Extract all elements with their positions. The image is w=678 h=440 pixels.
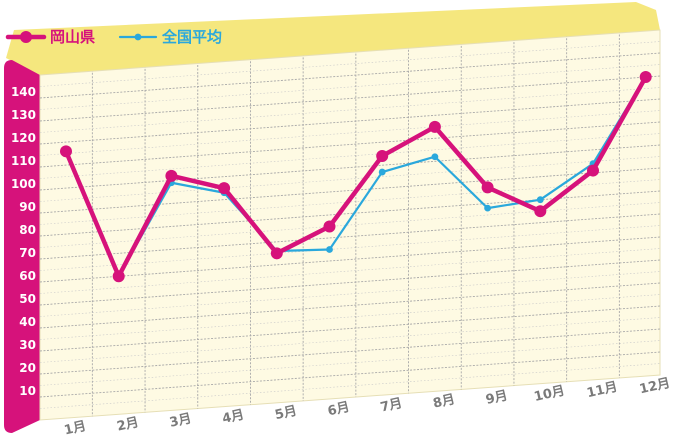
chart-top-band (6, 2, 660, 75)
series-layer (60, 71, 652, 283)
y-tick-label: 20 (19, 361, 36, 375)
x-tick-label: 12月 (638, 376, 672, 398)
x-tick-label: 8月 (432, 392, 457, 412)
x-tick-label: 11月 (585, 380, 619, 402)
y-tick-label: 40 (19, 315, 36, 329)
grid-line-h (40, 87, 660, 133)
data-point-0 (639, 71, 652, 84)
y-tick-label: 60 (19, 269, 36, 283)
grid-line-h (40, 363, 660, 409)
data-point-0 (534, 205, 547, 218)
data-point-0 (376, 149, 389, 162)
grid-line-h (40, 64, 660, 110)
y-tick-label: 30 (19, 338, 36, 352)
data-point-1 (431, 153, 439, 161)
data-point-0 (112, 270, 125, 283)
grid-line-h (40, 351, 660, 398)
grid-line-h (40, 41, 660, 87)
y-axis-band (4, 60, 40, 433)
grid-lines (40, 30, 660, 420)
grid-line-h (40, 75, 660, 122)
data-point-0 (428, 120, 441, 133)
grid-line-h (40, 271, 660, 317)
grid-line-h (40, 248, 660, 294)
grid-line-h (40, 225, 660, 271)
x-axis-ticks: 1月 2月 3月 4月 5月 6月 7月 8月 9月 10月 11月 12月 (63, 376, 672, 439)
grid-line-h (40, 133, 660, 179)
grid-line-h (40, 317, 660, 363)
legend-label: 岡山県 (50, 28, 95, 46)
grid-line-h (40, 202, 660, 248)
grid-line-h (40, 236, 660, 283)
grid-line-h (40, 98, 660, 145)
grid-line-h (40, 144, 660, 191)
data-point-1 (378, 168, 386, 176)
grid-line-h (40, 179, 660, 225)
x-tick-label: 3月 (168, 411, 193, 431)
data-point-1 (536, 196, 544, 204)
grid-line-h (40, 259, 660, 306)
series-line-0 (63, 74, 648, 279)
data-point-1 (326, 246, 333, 253)
grid-line-h (40, 340, 660, 386)
data-point-0 (60, 145, 72, 158)
grid-line-h (40, 305, 660, 352)
grid-line-h (40, 294, 660, 340)
y-tick-label: 110 (11, 154, 36, 168)
legend-swatch-marker (20, 31, 32, 43)
legend: 岡山県 全国平均 (5, 28, 222, 46)
y-tick-label: 100 (11, 177, 36, 191)
y-tick-label: 70 (19, 246, 36, 260)
y-tick-label: 10 (19, 384, 36, 398)
grid-line-h (40, 282, 660, 329)
grid-line-h (40, 328, 660, 375)
x-tick-label: 7月 (379, 396, 404, 416)
data-point-0 (587, 164, 599, 177)
grid-line-h (40, 156, 660, 202)
data-point-0 (218, 182, 231, 195)
y-axis-ticks: 10 20 30 40 50 60 70 80 90 100 110 120 130 140 (11, 85, 36, 398)
data-point-1 (484, 204, 491, 212)
grid-line-h (40, 121, 660, 168)
y-tick-label: 90 (19, 200, 36, 214)
series-line-1 (64, 75, 647, 278)
y-tick-label: 120 (11, 131, 36, 145)
x-tick-label: 1月 (63, 419, 88, 439)
y-tick-label: 80 (19, 223, 36, 237)
x-tick-label: 10月 (533, 383, 567, 405)
x-tick-label: 4月 (221, 407, 246, 427)
grid-line-h (40, 213, 660, 260)
y-tick-label: 130 (11, 108, 36, 122)
legend-label: 全国平均 (161, 28, 222, 46)
grid-line-h (40, 110, 660, 156)
y-tick-label: 50 (19, 292, 36, 306)
data-point-0 (270, 247, 283, 260)
x-tick-label: 9月 (484, 388, 509, 408)
data-point-0 (481, 181, 494, 194)
data-point-0 (323, 220, 336, 233)
x-tick-label: 5月 (274, 404, 299, 424)
legend-swatch-marker (134, 33, 142, 41)
x-tick-label: 6月 (326, 400, 351, 420)
grid-line-h (40, 167, 660, 214)
x-tick-label: 2月 (115, 415, 140, 435)
grid-line-h (40, 52, 660, 99)
data-point-0 (165, 169, 178, 182)
y-tick-label: 140 (11, 85, 36, 99)
